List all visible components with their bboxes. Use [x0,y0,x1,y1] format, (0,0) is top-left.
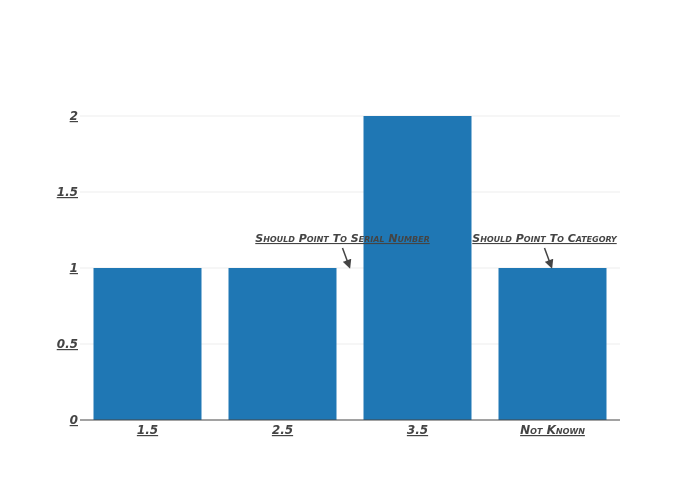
annotation-arrow [341,247,352,269]
y-tick-label: 2 [70,109,78,123]
y-tick-label: 0 [70,413,78,427]
y-tick-labels: 0 0.5 1 1.5 2 [57,109,78,427]
y-tick-label: 1 [70,261,78,275]
bar [228,268,337,420]
annotation-label: Should Point To Serial Number [255,232,429,245]
annotation-arrow [543,247,554,269]
x-tick-label: Not Known [520,423,585,437]
annotations: Should Point To Serial Number Should Poin… [255,232,618,269]
y-tick-label: 1.5 [57,185,78,199]
annotation: Should Point To Serial Number [255,232,430,269]
annotation-label: Should Point To Category [472,232,618,245]
y-tick-label: 0.5 [57,337,78,351]
bar [498,268,607,420]
x-tick-label: 1.5 [137,423,158,437]
x-tick-label: 3.5 [407,423,428,437]
bar [363,116,472,420]
bars [93,116,607,420]
bar [93,268,202,420]
x-tick-label: 2.5 [272,423,293,437]
x-tick-labels: 1.5 2.5 3.5 Not Known [137,423,585,437]
annotation: Should Point To Category [472,232,618,269]
